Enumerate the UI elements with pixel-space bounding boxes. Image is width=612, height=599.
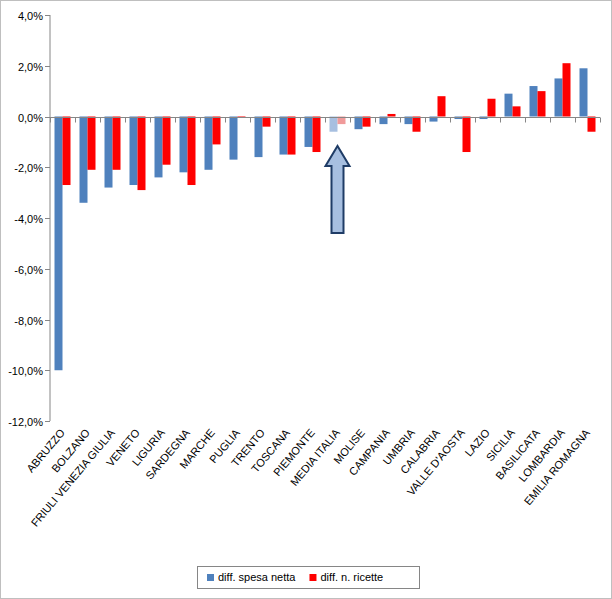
- bar: [355, 117, 363, 130]
- bar: [530, 86, 538, 116]
- x-tick: [200, 118, 201, 123]
- y-tick: [45, 269, 50, 270]
- x-tick: [400, 118, 401, 123]
- x-tick: [300, 118, 301, 123]
- x-tick: [575, 118, 576, 123]
- bar: [138, 117, 146, 191]
- bars: [55, 63, 596, 370]
- y-tick-label: -4,0%: [14, 213, 43, 225]
- bar: [63, 117, 71, 186]
- chart-frame: [1, 1, 612, 599]
- y-tick: [45, 370, 50, 371]
- bar: [263, 117, 271, 127]
- x-tick: [100, 118, 101, 123]
- y-tick: [45, 167, 50, 168]
- bar: [538, 91, 546, 116]
- legend-swatch: [207, 574, 214, 581]
- y-tick: [45, 15, 50, 16]
- bar: [188, 117, 196, 186]
- bar: [155, 117, 163, 178]
- x-tick: [375, 118, 376, 123]
- x-tick: [600, 118, 601, 123]
- bar: [330, 117, 338, 132]
- y-tick: [45, 320, 50, 321]
- bar: [555, 78, 563, 116]
- bar: [505, 94, 513, 117]
- bar: [563, 63, 571, 116]
- x-tick: [275, 118, 276, 123]
- bar: [413, 117, 421, 132]
- x-tick-label: EMILIA ROMAGNA: [522, 426, 593, 507]
- x-tick-label: MARCHE: [177, 427, 217, 471]
- y-tick-label: 0,0%: [18, 112, 43, 124]
- x-tick: [50, 118, 51, 123]
- x-tick: [525, 118, 526, 123]
- y-tick: [45, 421, 50, 422]
- x-tick: [500, 118, 501, 123]
- y-tick-label: 2,0%: [18, 61, 43, 73]
- y-tick: [45, 117, 50, 118]
- y-tick-label: -6,0%: [14, 264, 43, 276]
- bar: [88, 117, 96, 170]
- legend-frame: [198, 567, 420, 589]
- legend: diff. spesa netta diff. n. ricette: [198, 567, 420, 589]
- bar: [80, 117, 88, 203]
- y-tick-label: -12,0%: [8, 416, 43, 428]
- bar: [438, 96, 446, 116]
- bar: [463, 117, 471, 153]
- x-tick-label: VALLE D'AOSTA: [404, 426, 467, 498]
- x-tick: [425, 118, 426, 123]
- x-tick: [325, 118, 326, 123]
- bar: [305, 117, 313, 147]
- x-tick: [150, 118, 151, 123]
- y-tick-label: 4,0%: [18, 10, 43, 22]
- bar: [488, 99, 496, 117]
- bar: [513, 106, 521, 116]
- x-tick: [250, 118, 251, 123]
- y-tick-label: -8,0%: [14, 315, 43, 327]
- legend-label: diff. spesa netta: [218, 571, 296, 583]
- bar: [130, 117, 138, 186]
- x-tick: [175, 118, 176, 123]
- x-tick: [475, 118, 476, 123]
- x-tick: [125, 118, 126, 123]
- highlight-arrow: [326, 146, 350, 233]
- y-tick: [45, 218, 50, 219]
- bar: [313, 117, 321, 153]
- chart: -12,0% -10,0% -8,0% -6,0% -4,0% -2,0% 0,0% 2,0%…: [0, 0, 612, 599]
- bar: [213, 117, 221, 145]
- bar: [363, 117, 371, 127]
- x-tick: [450, 118, 451, 123]
- y-tick: [45, 66, 50, 67]
- bar: [288, 117, 296, 155]
- bar: [113, 117, 121, 170]
- x-tick-label: FRIULI VENEZIA GIULIA: [28, 426, 117, 529]
- bar: [255, 117, 263, 158]
- x-tick: [75, 118, 76, 123]
- legend-label: diff. n. ricette: [320, 571, 383, 583]
- x-tick: [350, 118, 351, 123]
- bar: [230, 117, 238, 160]
- bar: [55, 117, 63, 371]
- bar: [280, 117, 288, 155]
- bar: [105, 117, 113, 188]
- y-tick-label: -2,0%: [14, 162, 43, 174]
- y-tick-label: -10,0%: [8, 365, 43, 377]
- bar: [163, 117, 171, 165]
- x-tick: [225, 118, 226, 123]
- legend-swatch: [309, 574, 316, 581]
- bar: [588, 117, 596, 132]
- bar: [388, 114, 396, 117]
- bar: [180, 117, 188, 173]
- x-tick: [550, 118, 551, 123]
- bar: [580, 68, 588, 116]
- bar: [205, 117, 213, 170]
